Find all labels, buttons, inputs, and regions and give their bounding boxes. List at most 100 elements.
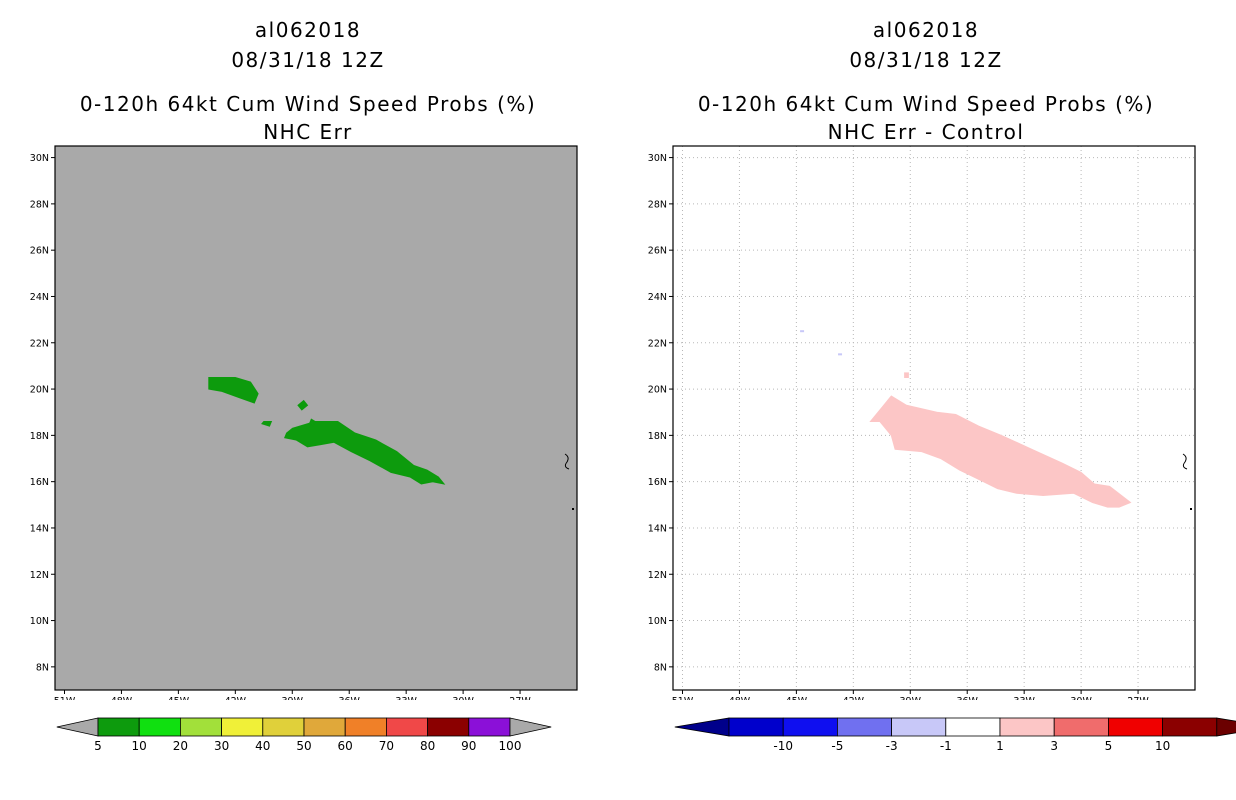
right-colorbar-label: -3 [886,739,898,753]
right-colorbar-label: -1 [940,739,952,753]
right-colorbar-segment [836,717,892,737]
right-probability-region [869,395,1132,508]
right-datetime: 08/31/18 12Z [849,48,1003,72]
left-map-background [55,146,577,690]
left-product-title: 0-120h 64kt Cum Wind Speed Probs (%) [79,92,537,116]
left-y-tick-label: 10N [30,616,49,627]
right-x-tick-label: 45W [786,696,808,700]
right-small-region [800,330,805,333]
right-product-title: 0-120h 64kt Cum Wind Speed Probs (%) [697,92,1155,116]
right-x-tick-label: 42W [843,696,865,700]
right-colorbar-label: 1 [996,739,1004,753]
left-colorbar-low-arrow [56,717,99,737]
left-colorbar-label: 100 [499,739,522,753]
left-map-frame [54,145,578,691]
right-colorbar-segment [782,717,838,737]
right-colorbar-segment [1107,717,1163,737]
left-x-tick-label: 45W [168,696,190,700]
right-colorbar-segment [1162,717,1218,737]
left-colorbar-segment [468,717,511,737]
left-x-tick-label: 51W [54,696,76,700]
left-y-tick-label: 24N [30,292,49,303]
right-colorbar-label: 5 [1105,739,1113,753]
left-colorbar-label: 90 [461,739,476,753]
left-y-tick-label: 14N [30,523,49,534]
right-small-region [838,353,843,356]
left-probability-region [284,421,446,485]
right-storm-id: al062018 [872,18,980,42]
right-colorbar-segment [945,717,1001,737]
left-y-tick-label: 8N [36,662,49,673]
left-x-tick-label: 30W [452,696,474,700]
right-colorbar-label: 10 [1155,739,1170,753]
left-colorbar-segment [344,717,387,737]
right-x-tick-label: 39W [900,696,922,700]
left-y-tick-label: 12N [30,570,49,581]
left-probability-region [261,421,273,427]
right-y-tick-label: 30N [648,153,667,164]
left-island-dot [572,508,574,510]
left-colorbar-label: 70 [379,739,394,753]
left-y-tick-label: 16N [30,477,49,488]
right-colorbar: -10 -5 -3 -1 1 3 5 10 [674,717,1236,753]
right-y-tick-label: 22N [648,338,667,349]
left-probability-region [208,377,259,404]
right-x-tick-label: 51W [672,696,694,700]
right-island-dot [1190,508,1192,510]
right-x-tick-label: 36W [956,696,978,700]
left-colorbar-label: 80 [420,739,435,753]
left-colorbar: 5 10 20 30 40 50 60 70 80 90 100 [56,717,552,753]
right-subtitle: NHC Err - Control [827,120,1025,144]
right-x-tick-label: 27W [1127,696,1149,700]
left-colorbar-label: 20 [173,739,188,753]
right-colorbar-label: -10 [773,739,793,753]
left-x-tick-label: 48W [111,696,133,700]
left-x-tick-label: 39W [282,696,304,700]
left-x-tick-label: 36W [338,696,360,700]
right-colorbar-segment [999,717,1055,737]
left-y-tick-label: 22N [30,338,49,349]
right-colorbar-high-arrow [1216,717,1236,737]
left-colorbar-segment [221,717,264,737]
right-y-tick-label: 24N [648,292,667,303]
right-probability-region [904,372,909,378]
left-colorbar-label: 60 [338,739,353,753]
left-colorbar-segment [427,717,470,737]
left-colorbar-label: 50 [296,739,311,753]
left-colorbar-segment [303,717,346,737]
left-coastline [564,453,570,470]
right-y-tick-label: 26N [648,246,667,257]
left-x-tick-label: 33W [395,696,417,700]
left-probability-region [308,418,316,427]
right-x-tick-label: 33W [1013,696,1035,700]
right-map-frame [672,145,1196,691]
right-y-tick-label: 28N [648,199,667,210]
right-y-tick-label: 14N [648,523,667,534]
right-y-tick-label: 10N [648,616,667,627]
right-y-tick-label: 8N [654,662,667,673]
right-x-tick-label: 48W [729,696,751,700]
left-colorbar-label: 5 [94,739,102,753]
left-y-tick-label: 30N [30,153,49,164]
right-coastline [1182,453,1188,470]
right-x-tick-label: 30W [1070,696,1092,700]
left-colorbar-segment [138,717,181,737]
right-y-tick-label: 12N [648,570,667,581]
right-colorbar-label: -5 [831,739,843,753]
left-y-tick-label: 26N [30,246,49,257]
right-y-tick-label: 20N [648,385,667,396]
left-x-tick-label: 42W [225,696,247,700]
left-subtitle: NHC Err [263,120,353,144]
left-y-tick-label: 28N [30,199,49,210]
right-colorbar-label: 3 [1050,739,1058,753]
right-colorbar-segment [1053,717,1109,737]
left-colorbar-label: 10 [132,739,147,753]
left-y-tick-label: 18N [30,431,49,442]
right-colorbar-low-arrow [674,717,730,737]
left-colorbar-segment [385,717,428,737]
right-y-tick-label: 16N [648,477,667,488]
left-storm-id: al062018 [254,18,362,42]
left-datetime: 08/31/18 12Z [231,48,385,72]
left-colorbar-segment [262,717,305,737]
left-colorbar-label: 40 [255,739,270,753]
